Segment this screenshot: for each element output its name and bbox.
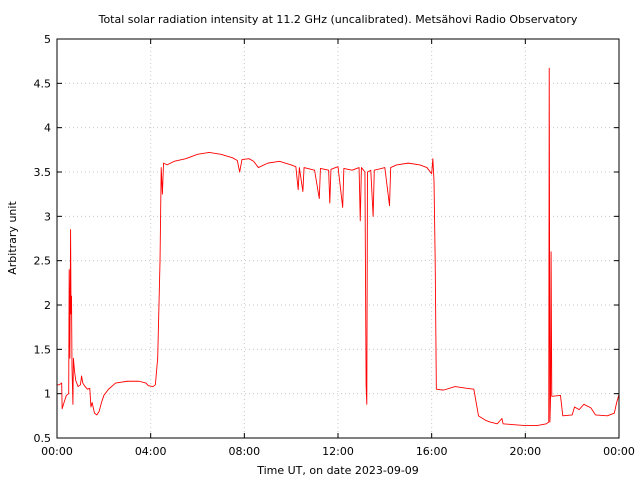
y-tick-label: 4 — [44, 122, 51, 135]
x-axis-label: Time UT, on date 2023-09-09 — [256, 464, 419, 477]
x-tick-label: 12:00 — [322, 445, 354, 458]
x-tick-label: 00:00 — [41, 445, 73, 458]
chart-title: Total solar radiation intensity at 11.2 … — [98, 13, 578, 26]
y-tick-label: 1.5 — [34, 343, 52, 356]
y-tick-label: 2.5 — [34, 255, 52, 268]
series-line-0 — [57, 67, 620, 427]
y-tick-label: 0.5 — [34, 432, 52, 445]
x-tick-label: 08:00 — [228, 445, 260, 458]
y-axis-label: Arbitrary unit — [6, 201, 19, 275]
plot-frame — [56, 38, 620, 439]
y-tick-label: 3.5 — [34, 166, 52, 179]
y-tick-label: 4.5 — [34, 77, 52, 90]
x-tick-label: 00:00 — [603, 445, 635, 458]
grid — [57, 39, 619, 438]
x-tick-label: 04:00 — [135, 445, 167, 458]
y-tick-label: 2 — [44, 299, 51, 312]
tick-labels: 00:00 04:00 08:00 12:00 16:00 20:00 00:000.511… — [34, 33, 635, 458]
x-tick-label: 16:00 — [416, 445, 448, 458]
y-tick-label: 3 — [44, 210, 51, 223]
series-layer — [57, 67, 620, 427]
y-tick-label: 5 — [44, 33, 51, 46]
y-tick-label: 1 — [44, 388, 51, 401]
x-tick-label: 20:00 — [509, 445, 541, 458]
